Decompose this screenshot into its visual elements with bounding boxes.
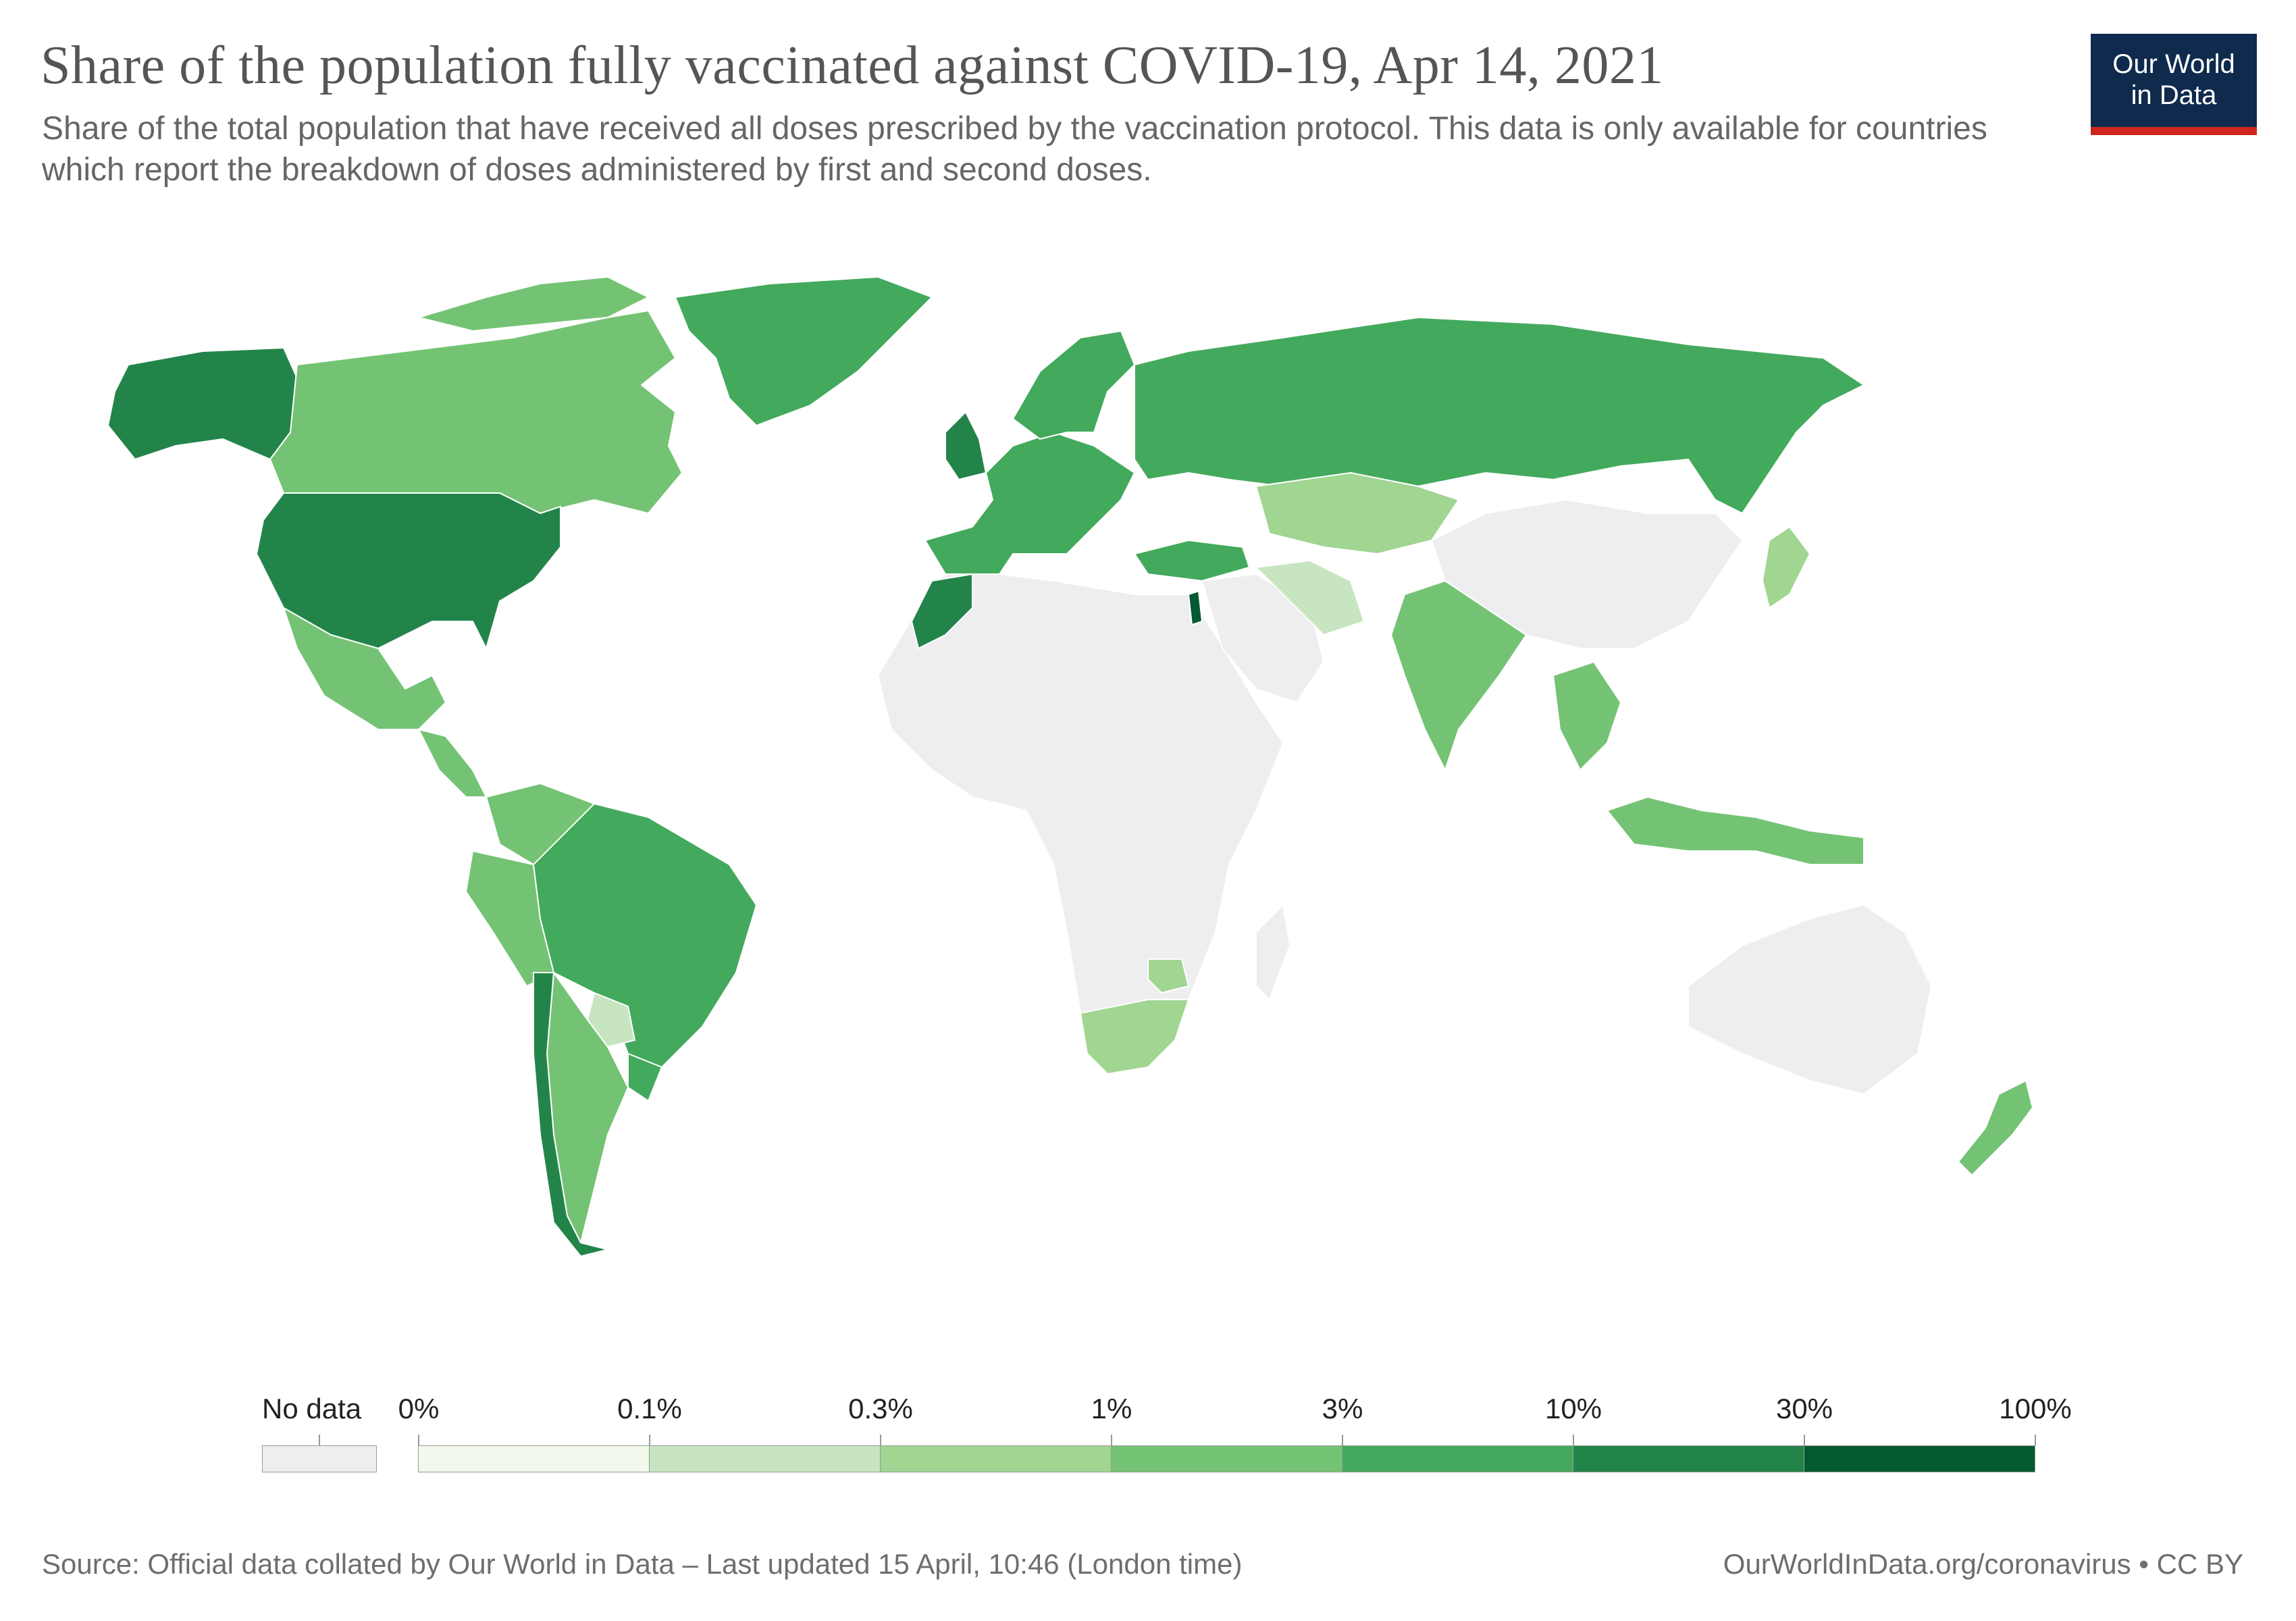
region-indonesia[interactable] [1606,796,1864,865]
legend-bin-0[interactable] [418,1445,650,1472]
legend-tick-label: 0.3% [848,1393,913,1424]
legend-tick-mark [2035,1435,2036,1445]
region-united-states[interactable] [255,492,561,650]
chart-subtitle: Share of the total population that have … [42,111,1987,188]
region-new-zealand[interactable] [1957,1079,2034,1177]
world-map-svg[interactable] [0,257,2296,1337]
region-south-africa[interactable] [1079,999,1190,1075]
legend-bin-2[interactable] [880,1445,1112,1472]
legend-tick-label: 30% [1775,1393,1833,1424]
region-western-europe[interactable] [924,431,1136,575]
region-canada-islands[interactable] [416,276,650,332]
legend-no-data-label: No data [262,1393,362,1424]
region-united-kingdom[interactable] [945,411,987,481]
logo-line-1: Our World [2112,49,2235,79]
chart-title: Share of the population fully vaccinated… [41,36,1664,95]
region-alaska[interactable] [107,346,298,461]
owid-logo[interactable]: Our World in Data [2091,34,2257,135]
region-southeast-asia[interactable] [1552,661,1622,771]
region-chile[interactable] [533,972,608,1258]
region-israel[interactable] [1187,590,1203,626]
legend-tick-label: 0% [398,1393,440,1424]
region-paraguay[interactable] [586,992,636,1048]
region-madagascar[interactable] [1255,903,1291,1001]
legend-tick-label: 0.1% [617,1393,682,1424]
region-middle-east[interactable] [1201,573,1325,704]
legend-no-data-tick [319,1435,320,1445]
legend-tick-mark [880,1435,881,1445]
legend-bin-5[interactable] [1573,1445,1804,1472]
legend-bin-6[interactable] [1804,1445,2035,1472]
world-map[interactable] [0,257,2296,1337]
legend-tick-label: 1% [1091,1393,1132,1424]
legend-bin-4[interactable] [1342,1445,1573,1472]
map-legend: No data 0% 0.1% 0.3% 1% 3% 10% 30% 100% [257,1391,2072,1486]
region-scandinavia[interactable] [1012,330,1136,440]
region-russia[interactable] [1134,316,1865,515]
legend-bin-3[interactable] [1111,1445,1342,1472]
legend-tick-mark [1573,1435,1574,1445]
legend-tick-label: 10% [1544,1393,1602,1424]
region-australia[interactable] [1688,904,1933,1096]
legend-bin-1[interactable] [649,1445,881,1472]
legend-tick-mark [649,1435,650,1445]
legend-tick-mark [1111,1435,1112,1445]
logo-line-2: in Data [2131,80,2217,110]
legend-tick-mark [418,1435,419,1445]
legend-no-data-swatch[interactable] [262,1445,377,1472]
region-greenland[interactable] [674,276,933,427]
region-mexico[interactable] [282,606,447,730]
region-zimbabwe[interactable] [1147,958,1190,994]
legend-tick-mark [1342,1435,1343,1445]
region-africa[interactable] [877,573,1284,1069]
region-central-america[interactable] [417,728,488,798]
legend-tick-mark [1804,1435,1805,1445]
region-iran[interactable] [1254,559,1365,636]
region-china[interactable] [1430,498,1744,649]
region-uruguay[interactable] [627,1052,663,1102]
source-note[interactable]: Source: Official data collated by Our Wo… [42,1548,1243,1580]
region-morocco[interactable] [910,573,973,650]
region-japan[interactable] [1761,525,1811,609]
region-canada[interactable] [269,309,683,515]
legend-tick-label: 3% [1322,1393,1363,1424]
license-link[interactable]: OurWorldInData.org/coronavirus • CC BY [1723,1548,2243,1580]
legend-tick-label: 100% [1999,1393,2072,1424]
region-turkey[interactable] [1133,539,1251,582]
legend-color-scale [418,1445,2035,1472]
